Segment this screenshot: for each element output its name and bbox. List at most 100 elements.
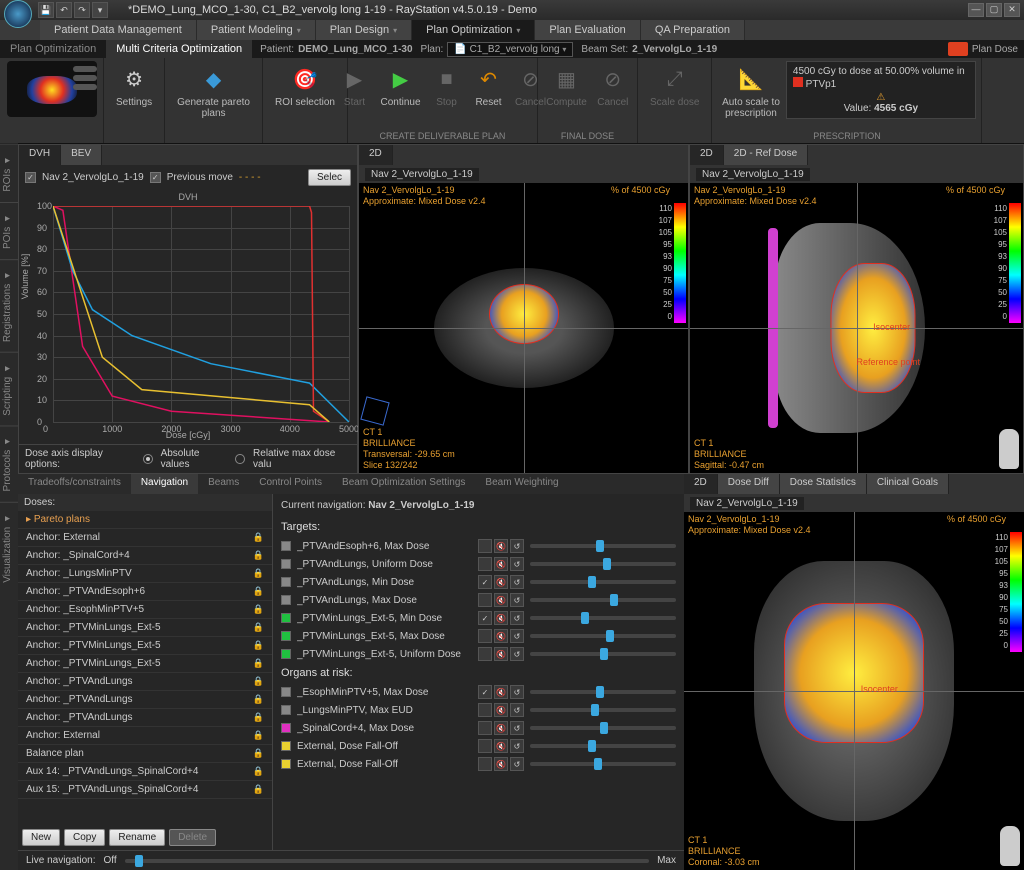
minimize-button[interactable]: — (968, 3, 984, 17)
objective-reset-icon[interactable]: ↺ (510, 593, 524, 607)
coronal-tab-2d[interactable]: 2D (684, 474, 718, 494)
dose-item[interactable]: Anchor: _PTVAndLungs🔒 (18, 709, 272, 727)
objective-slider[interactable] (530, 726, 676, 730)
scale-dose-button[interactable]: ⤢Scale dose (646, 61, 703, 110)
abs-radio[interactable] (143, 454, 153, 464)
coronal-tab-clinical-goals[interactable]: Clinical Goals (867, 474, 949, 494)
nav-tab-beam-optimization-settings[interactable]: Beam Optimization Settings (332, 474, 475, 494)
generate-pareto-button[interactable]: ◆ Generate pareto plans (173, 61, 254, 121)
qat-save-icon[interactable]: 💾 (38, 2, 54, 18)
objective-mute-icon[interactable]: 🔇 (494, 685, 508, 699)
nav-tab-navigation[interactable]: Navigation (131, 474, 198, 494)
objective-mute-icon[interactable]: 🔇 (494, 739, 508, 753)
subtab-plan-opt[interactable]: Plan Optimization (0, 40, 106, 58)
plan-dropdown[interactable]: 📄 C1_B2_vervolg long ▾ (447, 42, 573, 57)
objective-mute-icon[interactable]: 🔇 (494, 647, 508, 661)
copy-button[interactable]: Copy (64, 829, 105, 846)
objective-slider[interactable] (530, 744, 676, 748)
objective-reset-icon[interactable]: ↺ (510, 721, 524, 735)
dose-item[interactable]: Anchor: _PTVMinLungs_Ext-5🔒 (18, 655, 272, 673)
start-button[interactable]: ▶Start (334, 61, 374, 110)
objective-checkbox[interactable]: ✓ (478, 611, 492, 625)
pareto-header[interactable]: ▸ Pareto plans (18, 511, 272, 529)
dose-item[interactable]: Anchor: _LungsMinPTV🔒 (18, 565, 272, 583)
side-tab-protocols[interactable]: Protocols ◂ (0, 425, 18, 501)
view-tr-tab2[interactable]: 2D - Ref Dose (724, 145, 808, 165)
objective-checkbox[interactable] (478, 721, 492, 735)
menu-plan-evaluation[interactable]: Plan Evaluation (535, 20, 640, 40)
objective-mute-icon[interactable]: 🔇 (494, 629, 508, 643)
objective-checkbox[interactable]: ✓ (478, 575, 492, 589)
objective-mute-icon[interactable]: 🔇 (494, 757, 508, 771)
settings-button[interactable]: ⚙ Settings (112, 61, 156, 110)
objective-slider[interactable] (530, 562, 676, 566)
dose-item[interactable]: Anchor: _PTVAndLungs🔒 (18, 691, 272, 709)
orientation-cube-icon[interactable] (360, 396, 389, 425)
objective-slider[interactable] (530, 652, 676, 656)
coronal-tab-dose-diff[interactable]: Dose Diff (718, 474, 780, 494)
objective-reset-icon[interactable]: ↺ (510, 703, 524, 717)
dose-item[interactable]: Anchor: _PTVMinLungs_Ext-5🔒 (18, 619, 272, 637)
rel-radio[interactable] (235, 454, 245, 464)
side-tab-pois[interactable]: POIs ◂ (0, 202, 18, 259)
dose-item[interactable]: Anchor: _PTVAndLungs🔒 (18, 673, 272, 691)
objective-mute-icon[interactable]: 🔇 (494, 557, 508, 571)
objective-reset-icon[interactable]: ↺ (510, 757, 524, 771)
objective-mute-icon[interactable]: 🔇 (494, 575, 508, 589)
objective-reset-icon[interactable]: ↺ (510, 647, 524, 661)
objective-slider[interactable] (530, 616, 676, 620)
side-tab-registrations[interactable]: Registrations ◂ (0, 259, 18, 352)
objective-reset-icon[interactable]: ↺ (510, 575, 524, 589)
new-button[interactable]: New (22, 829, 60, 846)
objective-slider[interactable] (530, 634, 676, 638)
dose-item[interactable]: Anchor: External🔒 (18, 529, 272, 547)
side-tab-rois[interactable]: ROIs ◂ (0, 144, 18, 202)
objective-mute-icon[interactable]: 🔇 (494, 611, 508, 625)
objective-slider[interactable] (530, 598, 676, 602)
side-tab-visualization[interactable]: Visualization ◂ (0, 502, 18, 593)
objective-checkbox[interactable] (478, 629, 492, 643)
reset-button[interactable]: ↶Reset (469, 61, 509, 110)
objective-reset-icon[interactable]: ↺ (510, 685, 524, 699)
rename-button[interactable]: Rename (109, 829, 165, 846)
qat-redo-icon[interactable]: ↷ (74, 2, 90, 18)
compute-button[interactable]: ▦Compute (542, 61, 591, 110)
objective-reset-icon[interactable]: ↺ (510, 539, 524, 553)
dose-item[interactable]: Balance plan🔒 (18, 745, 272, 763)
side-tab-scripting[interactable]: Scripting ◂ (0, 352, 18, 426)
menu-plan-optimization[interactable]: Plan Optimization ▾ (412, 20, 535, 40)
dose-item[interactable]: Aux 14: _PTVAndLungs_SpinalCord+4🔒 (18, 763, 272, 781)
objective-reset-icon[interactable]: ↺ (510, 629, 524, 643)
maximize-button[interactable]: ▢ (986, 3, 1002, 17)
objective-mute-icon[interactable]: 🔇 (494, 703, 508, 717)
menu-patient-data-management[interactable]: Patient Data Management (40, 20, 197, 40)
qat-dropdown-icon[interactable]: ▾ (92, 2, 108, 18)
nav-checkbox[interactable]: ✓ (25, 172, 36, 183)
app-logo[interactable] (4, 0, 32, 28)
stop-button[interactable]: ■Stop (427, 61, 467, 110)
objective-checkbox[interactable] (478, 647, 492, 661)
cancel2-button[interactable]: ⊘Cancel (593, 61, 633, 110)
prev-checkbox[interactable]: ✓ (150, 172, 161, 183)
dose-item[interactable]: Anchor: _PTVMinLungs_Ext-5🔒 (18, 637, 272, 655)
view-tr-body[interactable]: Nav 2_VervolgLo_1-19 Approximate: Mixed … (690, 183, 1023, 473)
autoscale-button[interactable]: 📐Auto scale to prescription (718, 61, 784, 121)
menu-patient-modeling[interactable]: Patient Modeling ▾ (197, 20, 316, 40)
nav-tab-beam-weighting[interactable]: Beam Weighting (475, 474, 568, 494)
objective-checkbox[interactable] (478, 539, 492, 553)
dvh-tab[interactable]: DVH (19, 145, 61, 165)
objective-checkbox[interactable]: ✓ (478, 685, 492, 699)
live-nav-slider[interactable] (125, 859, 649, 863)
objective-slider[interactable] (530, 580, 676, 584)
objective-reset-icon[interactable]: ↺ (510, 739, 524, 753)
roi-selection-button[interactable]: 🎯 ROI selection (271, 61, 339, 110)
view-tl-tab[interactable]: 2D (359, 145, 393, 165)
objective-checkbox[interactable] (478, 739, 492, 753)
view-tl-body[interactable]: Nav 2_VervolgLo_1-19 Approximate: Mixed … (359, 183, 688, 473)
dose-item[interactable]: Anchor: _PTVAndEsoph+6🔒 (18, 583, 272, 601)
dose-item[interactable]: Anchor: _SpinalCord+4🔒 (18, 547, 272, 565)
menu-qa-preparation[interactable]: QA Preparation (641, 20, 745, 40)
objective-mute-icon[interactable]: 🔇 (494, 721, 508, 735)
nav-tab-control-points[interactable]: Control Points (249, 474, 332, 494)
view-tr-tab[interactable]: 2D (690, 145, 724, 165)
